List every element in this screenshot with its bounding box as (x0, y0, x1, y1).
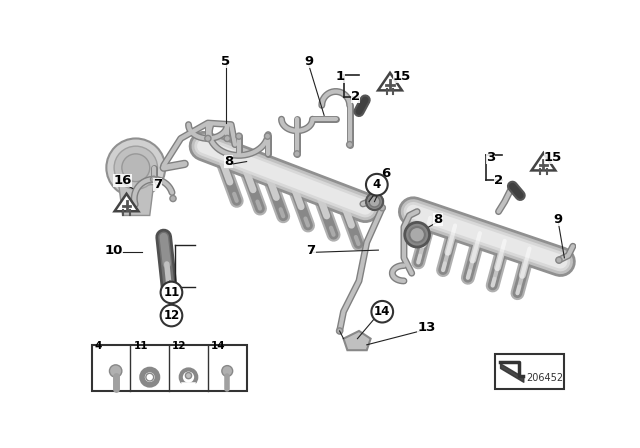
Circle shape (404, 222, 429, 247)
Polygon shape (531, 153, 556, 170)
Text: 13: 13 (417, 321, 436, 334)
Text: 2: 2 (351, 90, 360, 103)
Text: 2: 2 (494, 174, 503, 187)
Bar (495, 354, 564, 389)
Text: 206452: 206452 (527, 373, 564, 383)
Polygon shape (115, 194, 138, 211)
Circle shape (369, 196, 380, 207)
Text: 3: 3 (486, 151, 495, 164)
Circle shape (222, 366, 233, 376)
Text: 10: 10 (104, 244, 122, 257)
Text: 16: 16 (113, 174, 132, 187)
Text: 9: 9 (304, 55, 313, 68)
Text: 14: 14 (211, 341, 226, 351)
Circle shape (337, 328, 343, 334)
Text: 5: 5 (221, 55, 230, 68)
Text: 7: 7 (153, 178, 162, 191)
Circle shape (106, 138, 165, 197)
Circle shape (186, 373, 191, 379)
Text: 15: 15 (543, 151, 562, 164)
Text: 12: 12 (163, 309, 180, 322)
Text: 8: 8 (224, 155, 234, 168)
Circle shape (114, 146, 157, 190)
Circle shape (371, 301, 393, 323)
Circle shape (556, 257, 562, 263)
Circle shape (410, 227, 425, 242)
Circle shape (264, 133, 271, 139)
Circle shape (161, 305, 182, 326)
Circle shape (366, 174, 388, 195)
Circle shape (347, 142, 353, 148)
Text: 11: 11 (134, 341, 148, 351)
Circle shape (366, 193, 383, 210)
Text: 14: 14 (374, 305, 390, 318)
Text: 4: 4 (95, 341, 102, 351)
Text: 11: 11 (163, 286, 180, 299)
Text: 6: 6 (381, 167, 391, 180)
Text: 12: 12 (172, 341, 187, 351)
Circle shape (122, 154, 150, 181)
Circle shape (170, 195, 176, 202)
Text: 15: 15 (392, 70, 411, 83)
Text: 8: 8 (433, 213, 443, 226)
Circle shape (205, 135, 211, 142)
Text: 1: 1 (336, 70, 345, 83)
Circle shape (146, 373, 154, 381)
Bar (92, 345, 246, 391)
Circle shape (224, 135, 230, 142)
Circle shape (379, 205, 385, 211)
Circle shape (150, 176, 157, 182)
Circle shape (109, 365, 122, 377)
Polygon shape (378, 73, 402, 90)
Circle shape (294, 151, 300, 157)
Text: 9: 9 (554, 213, 563, 226)
Circle shape (236, 133, 242, 139)
Polygon shape (344, 331, 371, 350)
Circle shape (161, 282, 182, 303)
Polygon shape (119, 185, 154, 215)
Text: 7: 7 (307, 244, 316, 257)
Text: 4: 4 (372, 178, 381, 191)
